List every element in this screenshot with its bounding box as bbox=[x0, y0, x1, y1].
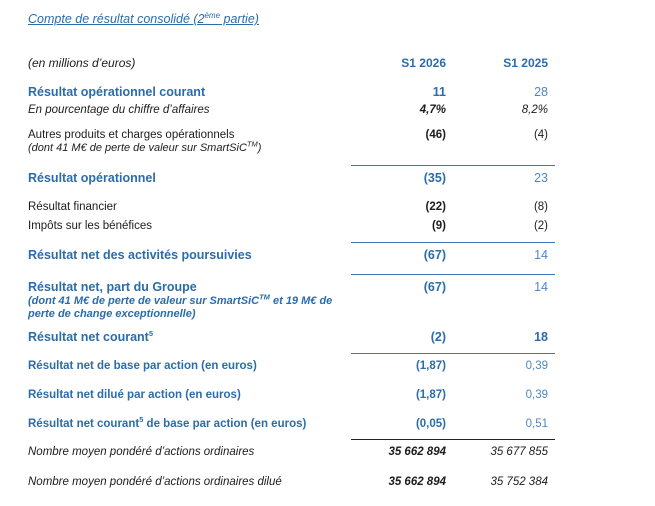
table-row-resultat-net-activites-poursuivies: Résultat net des activités poursuivies (… bbox=[28, 241, 655, 263]
value-s1-2025: 8,2% bbox=[521, 104, 548, 116]
row-label: Nombre moyen pondéré d’actions ordinaire… bbox=[28, 445, 255, 458]
row-values: (67) 14 bbox=[351, 241, 555, 263]
row-label: Résultat financier bbox=[28, 200, 117, 213]
trademark-superscript: TM bbox=[259, 291, 270, 301]
row-sublabel: (dont 41 M€ de perte de valeur sur Smart… bbox=[28, 139, 347, 156]
value-s1-2026: 35 662 894 bbox=[388, 475, 446, 488]
col-header-s1-2025: S1 2025 bbox=[503, 56, 548, 70]
table-row-resultat-operationnel: Résultat opérationnel (35) 23 bbox=[28, 164, 655, 186]
row-label-text: Résultat net, part du Groupe bbox=[28, 279, 197, 294]
table-row-resultat-net-dilue-par-action: Résultat net dilué par action (en euros)… bbox=[28, 388, 655, 402]
table-row-pourcentage-ca: En pourcentage du chiffre d’affaires 4,7… bbox=[28, 103, 655, 117]
value-s1-2025: 14 bbox=[534, 247, 548, 262]
value-s1-2025: 0,39 bbox=[525, 388, 548, 401]
value-s1-2026: (1,87) bbox=[415, 388, 446, 401]
row-values: (9) (2) bbox=[351, 219, 555, 233]
row-label-text: Résultat net courant bbox=[28, 417, 140, 430]
row-label: Résultat net de base par action (en euro… bbox=[28, 359, 257, 372]
table-header-row: (en millions d’euros) S1 2026 S1 2025 bbox=[28, 56, 655, 70]
row-label-text: Résultat net courant bbox=[28, 329, 149, 344]
table-row-nombre-actions-ordinaires-dilue: Nombre moyen pondéré d’actions ordinaire… bbox=[28, 475, 655, 489]
row-sublabel-text: (dont 41 M€ de perte de valeur sur Smart… bbox=[28, 142, 247, 154]
value-s1-2025: 35 677 855 bbox=[490, 445, 548, 458]
value-s1-2025: 28 bbox=[534, 85, 548, 99]
row-values: (1,87) 0,39 bbox=[351, 388, 555, 402]
table-row-nombre-actions-ordinaires: Nombre moyen pondéré d’actions ordinaire… bbox=[28, 438, 655, 459]
row-label: Résultat opérationnel courant bbox=[28, 85, 206, 99]
table-row-resultat-operationnel-courant: Résultat opérationnel courant 11 28 bbox=[28, 85, 655, 100]
row-values: 35 662 894 35 677 855 bbox=[351, 438, 555, 459]
row-sublabel-text: (dont 41 M€ de perte de valeur sur Smart… bbox=[28, 294, 260, 307]
trademark-superscript: TM bbox=[246, 139, 258, 149]
row-label: Résultat net dilué par action (en euros) bbox=[28, 388, 241, 401]
value-s1-2026: (0,05) bbox=[415, 417, 446, 430]
header-values: S1 2026 S1 2025 bbox=[351, 56, 555, 70]
row-values: 11 28 bbox=[351, 85, 555, 100]
value-s1-2026: (9) bbox=[431, 219, 446, 232]
value-s1-2026: (2) bbox=[430, 329, 446, 344]
value-s1-2026: (67) bbox=[423, 279, 446, 294]
row-values: (46) (4) bbox=[351, 128, 555, 142]
row-values: (22) (8) bbox=[351, 200, 555, 214]
row-label: Résultat opérationnel bbox=[28, 170, 156, 185]
value-s1-2025: (4) bbox=[533, 129, 548, 141]
value-s1-2025: 23 bbox=[534, 170, 548, 185]
row-label: Résultat net, part du Groupe (dont 41 M€… bbox=[28, 274, 351, 322]
value-s1-2026: (46) bbox=[425, 129, 446, 141]
row-label: Impôts sur les bénéfices bbox=[28, 219, 153, 232]
table-row-autres-produits-charges: Autres produits et charges opérationnels… bbox=[28, 128, 655, 156]
page-title-text-end: partie) bbox=[220, 12, 259, 26]
table-row-impots-benefices: Impôts sur les bénéfices (9) (2) bbox=[28, 219, 655, 233]
row-label-text: Autres produits et charges opérationnels bbox=[28, 129, 235, 141]
value-s1-2025: (8) bbox=[533, 200, 548, 213]
row-label: Résultat net courant5 de base par action… bbox=[28, 414, 351, 431]
table-row-resultat-net-courant-base-par-action: Résultat net courant5 de base par action… bbox=[28, 414, 655, 431]
row-sublabel-text-end: et 19 M€ de perte de change exceptionnel… bbox=[28, 294, 333, 321]
row-label: Nombre moyen pondéré d’actions ordinaire… bbox=[28, 475, 282, 488]
table-row-resultat-financier: Résultat financier (22) (8) bbox=[28, 200, 655, 214]
value-s1-2025: 35 752 384 bbox=[490, 475, 548, 488]
page-title-text: Compte de résultat consolidé (2 bbox=[28, 12, 205, 26]
row-sublabel: (dont 41 M€ de perte de valeur sur Smart… bbox=[28, 291, 347, 322]
value-s1-2026: 11 bbox=[432, 85, 446, 99]
col-header-s1-2026: S1 2026 bbox=[401, 56, 446, 70]
row-values: 4,7% 8,2% bbox=[351, 103, 555, 117]
row-values: (35) 23 bbox=[351, 164, 555, 186]
row-values: (1,87) 0,39 bbox=[351, 352, 555, 373]
table-row-resultat-net-part-groupe: Résultat net, part du Groupe (dont 41 M€… bbox=[28, 273, 655, 322]
row-label: Résultat net des activités poursuivies bbox=[28, 247, 252, 262]
value-s1-2025: 18 bbox=[534, 329, 548, 344]
page-title: Compte de résultat consolidé (2ème parti… bbox=[28, 10, 655, 26]
table-row-resultat-net-base-par-action: Résultat net de base par action (en euro… bbox=[28, 352, 655, 373]
value-s1-2026: (35) bbox=[423, 170, 446, 185]
unit-label: (en millions d’euros) bbox=[28, 56, 136, 70]
row-label-text-end: de base par action (en euros) bbox=[143, 417, 307, 430]
table-row-resultat-net-courant: Résultat net courant5 (2) 18 bbox=[28, 328, 655, 345]
value-s1-2026: 35 662 894 bbox=[388, 445, 446, 458]
value-s1-2025: 0,39 bbox=[525, 359, 548, 372]
row-values: (67) 14 bbox=[351, 273, 555, 295]
row-values: (2) 18 bbox=[351, 330, 555, 345]
value-s1-2026: (1,87) bbox=[415, 359, 446, 372]
footnote-superscript: 5 bbox=[148, 328, 154, 338]
row-label: Autres produits et charges opérationnels… bbox=[28, 128, 351, 156]
footnote-superscript: 5 bbox=[139, 414, 144, 424]
value-s1-2026: 4,7% bbox=[419, 104, 446, 116]
row-values: (0,05) 0,51 bbox=[351, 417, 555, 431]
value-s1-2026: (67) bbox=[423, 247, 446, 262]
value-s1-2025: (2) bbox=[533, 219, 548, 232]
row-sublabel-text-end: ) bbox=[257, 142, 262, 154]
value-s1-2025: 0,51 bbox=[525, 417, 548, 430]
page-title-superscript: ème bbox=[204, 10, 221, 20]
row-values: 35 662 894 35 752 384 bbox=[351, 475, 555, 489]
value-s1-2025: 14 bbox=[534, 279, 548, 294]
row-label: Résultat net courant5 bbox=[28, 328, 351, 345]
value-s1-2026: (22) bbox=[425, 200, 446, 213]
row-label: En pourcentage du chiffre d’affaires bbox=[28, 104, 210, 116]
